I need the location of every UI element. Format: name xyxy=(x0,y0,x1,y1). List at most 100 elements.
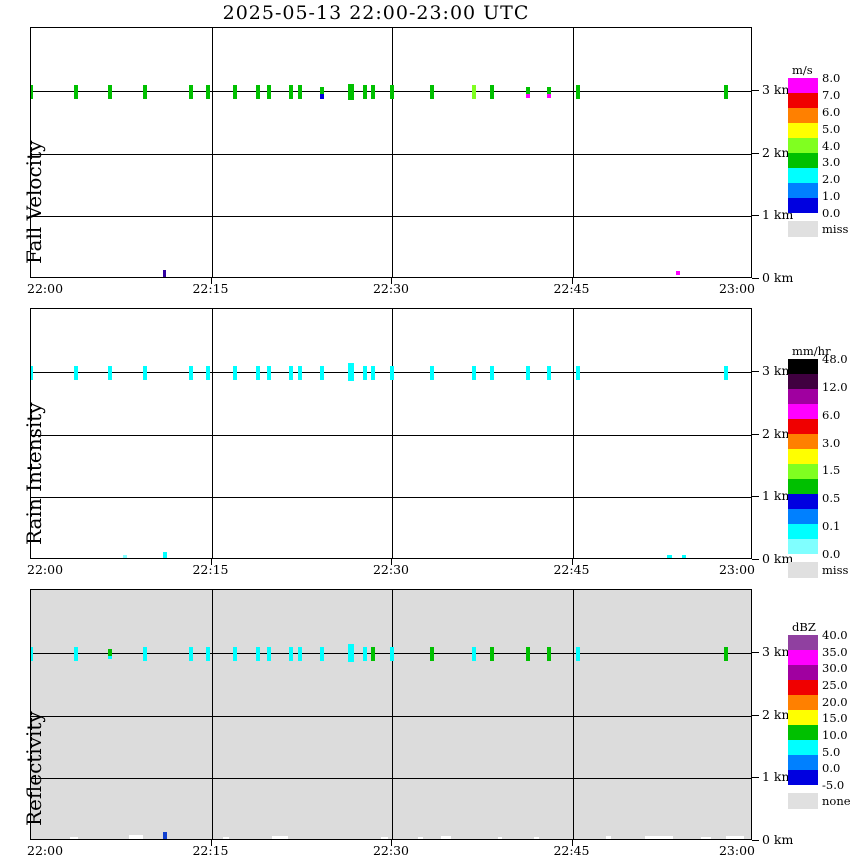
data-cell xyxy=(489,366,494,380)
axis-title-rain-intensity: Rain Intensity xyxy=(22,402,46,545)
vertical-gridline xyxy=(211,590,213,839)
colorbar-tick-label: 0.0 xyxy=(822,761,841,776)
colorbar-tick-label: 0.5 xyxy=(822,491,841,506)
data-cell xyxy=(108,85,113,99)
data-cell xyxy=(489,647,494,661)
data-cell xyxy=(267,85,272,99)
data-cell xyxy=(441,835,452,839)
x-axis-label: 22:00 xyxy=(27,562,64,577)
x-axis-label: 22:30 xyxy=(372,562,410,577)
data-cell xyxy=(128,835,143,839)
colorbar-tick-label: 1.5 xyxy=(822,463,841,478)
colorbar-tick-label: 0.0 xyxy=(822,206,841,220)
data-cell xyxy=(724,366,729,380)
data-cell xyxy=(288,366,293,380)
y-axis-tick xyxy=(752,433,759,435)
horizontal-gridline xyxy=(31,497,751,499)
data-cell xyxy=(205,366,210,380)
data-cell xyxy=(430,647,435,661)
y-axis-label: 2 km xyxy=(762,144,794,160)
data-cell xyxy=(162,832,167,839)
colorbar-tick-label: 30.0 xyxy=(822,661,848,676)
horizontal-gridline xyxy=(31,216,751,218)
colorbar-tick-label: 6.0 xyxy=(822,407,841,422)
y-axis-label: 3 km xyxy=(762,643,794,659)
colorbar-tick-label: 10.0 xyxy=(822,728,848,742)
data-cell xyxy=(73,366,78,380)
y-axis-tick xyxy=(752,714,759,716)
data-cell xyxy=(371,85,376,99)
y-axis-label: 0 km xyxy=(762,551,794,566)
data-cell xyxy=(533,836,539,839)
x-axis-tick xyxy=(571,278,573,284)
data-cell xyxy=(390,647,394,661)
vertical-gridline xyxy=(572,309,574,558)
colorbar-swatch xyxy=(788,680,818,695)
x-axis-tick xyxy=(391,840,392,846)
y-axis-tick xyxy=(752,215,759,217)
data-cell xyxy=(682,555,687,558)
data-cell xyxy=(645,835,674,839)
colorbar-swatch xyxy=(788,123,818,138)
data-cell xyxy=(31,85,33,99)
data-cell xyxy=(371,366,376,380)
data-cell xyxy=(471,85,476,99)
data-cell xyxy=(575,85,580,99)
x-axis-tick xyxy=(391,278,392,284)
x-axis-tick xyxy=(391,559,392,565)
data-cell xyxy=(725,835,744,839)
data-cell xyxy=(288,647,293,661)
panel-reflectivity xyxy=(30,589,752,840)
plot-area-rain-intensity[interactable] xyxy=(30,308,752,559)
colorbar-units-label: mm/hr xyxy=(792,344,831,358)
vertical-gridline xyxy=(211,309,213,558)
colorbar-swatch xyxy=(788,509,818,524)
colorbar-swatch xyxy=(788,78,818,93)
y-axis-label: 3 km xyxy=(762,81,794,97)
data-cell xyxy=(347,644,354,663)
horizontal-gridline xyxy=(31,778,751,780)
colorbar-swatch xyxy=(788,198,818,213)
x-axis-label: 23:00 xyxy=(718,843,755,858)
colorbar-missing-swatch xyxy=(788,793,818,809)
data-cell xyxy=(189,85,194,99)
plot-area-fall-velocity[interactable] xyxy=(30,27,752,278)
data-cell xyxy=(371,647,376,661)
data-cell xyxy=(143,85,148,99)
colorbar-tick-label: 0.1 xyxy=(822,519,841,534)
colorbar-tick-label: -5.0 xyxy=(822,778,845,792)
horizontal-gridline xyxy=(31,434,751,436)
data-cell xyxy=(547,89,552,98)
x-axis-tick xyxy=(571,559,573,565)
data-cell xyxy=(525,647,530,661)
vertical-gridline xyxy=(211,28,213,277)
x-axis-tick xyxy=(571,840,573,846)
data-cell xyxy=(297,85,302,99)
data-cell xyxy=(232,366,237,380)
data-cell xyxy=(205,647,210,661)
data-cell xyxy=(575,366,580,380)
x-axis-label: 22:45 xyxy=(553,562,590,577)
x-axis-label: 23:00 xyxy=(718,562,755,577)
vertical-gridline xyxy=(572,28,574,277)
data-cell xyxy=(288,85,293,99)
x-axis-label: 23:00 xyxy=(718,281,755,296)
colorbar-swatch xyxy=(788,434,818,449)
x-axis-label: 22:15 xyxy=(192,562,229,577)
data-cell xyxy=(390,366,394,380)
data-cell xyxy=(667,555,673,558)
colorbar-swatch xyxy=(788,138,818,153)
colorbar-swatch xyxy=(788,359,818,374)
colorbar-swatch xyxy=(788,524,818,539)
colorbar-tick-label: 12.0 xyxy=(822,379,848,394)
plot-area-reflectivity[interactable] xyxy=(30,589,752,840)
colorbar-swatch xyxy=(788,650,818,665)
data-cell xyxy=(108,648,113,656)
data-cell xyxy=(418,836,424,839)
y-axis-tick xyxy=(752,89,759,91)
data-cell xyxy=(108,366,113,380)
data-cell xyxy=(430,366,435,380)
y-axis-label: 2 km xyxy=(762,706,794,722)
data-cell xyxy=(547,366,552,380)
data-cell xyxy=(222,836,229,839)
